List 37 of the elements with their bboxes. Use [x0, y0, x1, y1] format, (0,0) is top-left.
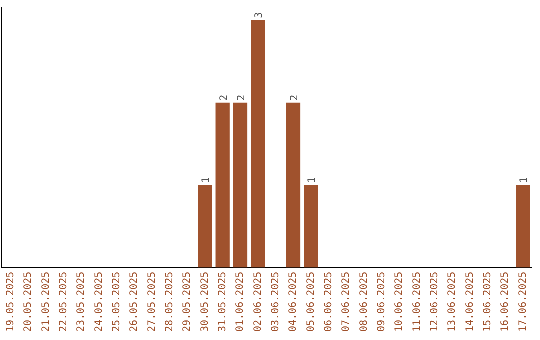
data-label: 2 — [290, 94, 300, 101]
data-label: 1 — [307, 177, 318, 184]
x-tick-label: 11.06.2025 — [412, 272, 423, 332]
x-tick-label: 06.06.2025 — [323, 272, 334, 332]
x-tick-label: 29.05.2025 — [182, 272, 194, 332]
x-tick-label: 01.06.2025 — [235, 272, 246, 332]
x-tick-label: 16.06.2025 — [500, 272, 512, 332]
data-label: 2 — [236, 94, 248, 101]
data-label: 1 — [201, 177, 212, 184]
x-tick-label: 14.06.2025 — [464, 272, 476, 332]
x-tick-label: 26.05.2025 — [129, 272, 140, 332]
data-label: 2 — [218, 94, 230, 101]
x-tick-label: 12.06.2025 — [429, 272, 440, 332]
x-tick-label: 03.06.2025 — [270, 272, 282, 332]
x-tick-label: 13.06.2025 — [447, 272, 458, 332]
x-tick-label: 15.06.2025 — [482, 272, 494, 332]
x-tick-label: 08.06.2025 — [358, 272, 370, 332]
x-tick-label: 24.05.2025 — [94, 272, 105, 332]
x-tick-label: 09.06.2025 — [376, 272, 388, 332]
x-tick-label: 07.06.2025 — [341, 272, 352, 332]
x-tick-label: 04.06.2025 — [288, 272, 300, 332]
x-tick-label: 10.06.2025 — [394, 272, 406, 332]
x-tick-label: 28.05.2025 — [164, 272, 176, 332]
x-tick-label: 02.06.2025 — [252, 272, 264, 332]
x-tick-label: 23.05.2025 — [76, 272, 88, 332]
x-tick-label: 20.05.2025 — [23, 272, 34, 332]
x-tick-label: 05.06.2025 — [306, 272, 317, 332]
x-tick-label: 25.05.2025 — [111, 272, 122, 332]
x-tick-label: 30.05.2025 — [200, 272, 211, 332]
x-tick-label: 21.05.2025 — [40, 272, 52, 332]
data-label: 1 — [519, 177, 530, 184]
x-tick-label: 27.05.2025 — [146, 272, 158, 332]
x-tick-label: 17.06.2025 — [518, 272, 529, 332]
x-tick-label: 22.05.2025 — [58, 272, 70, 332]
x-tick-label: 19.05.2025 — [5, 272, 16, 332]
x-tick-label: 31.05.2025 — [217, 272, 228, 332]
data-label: 3 — [254, 12, 266, 18]
